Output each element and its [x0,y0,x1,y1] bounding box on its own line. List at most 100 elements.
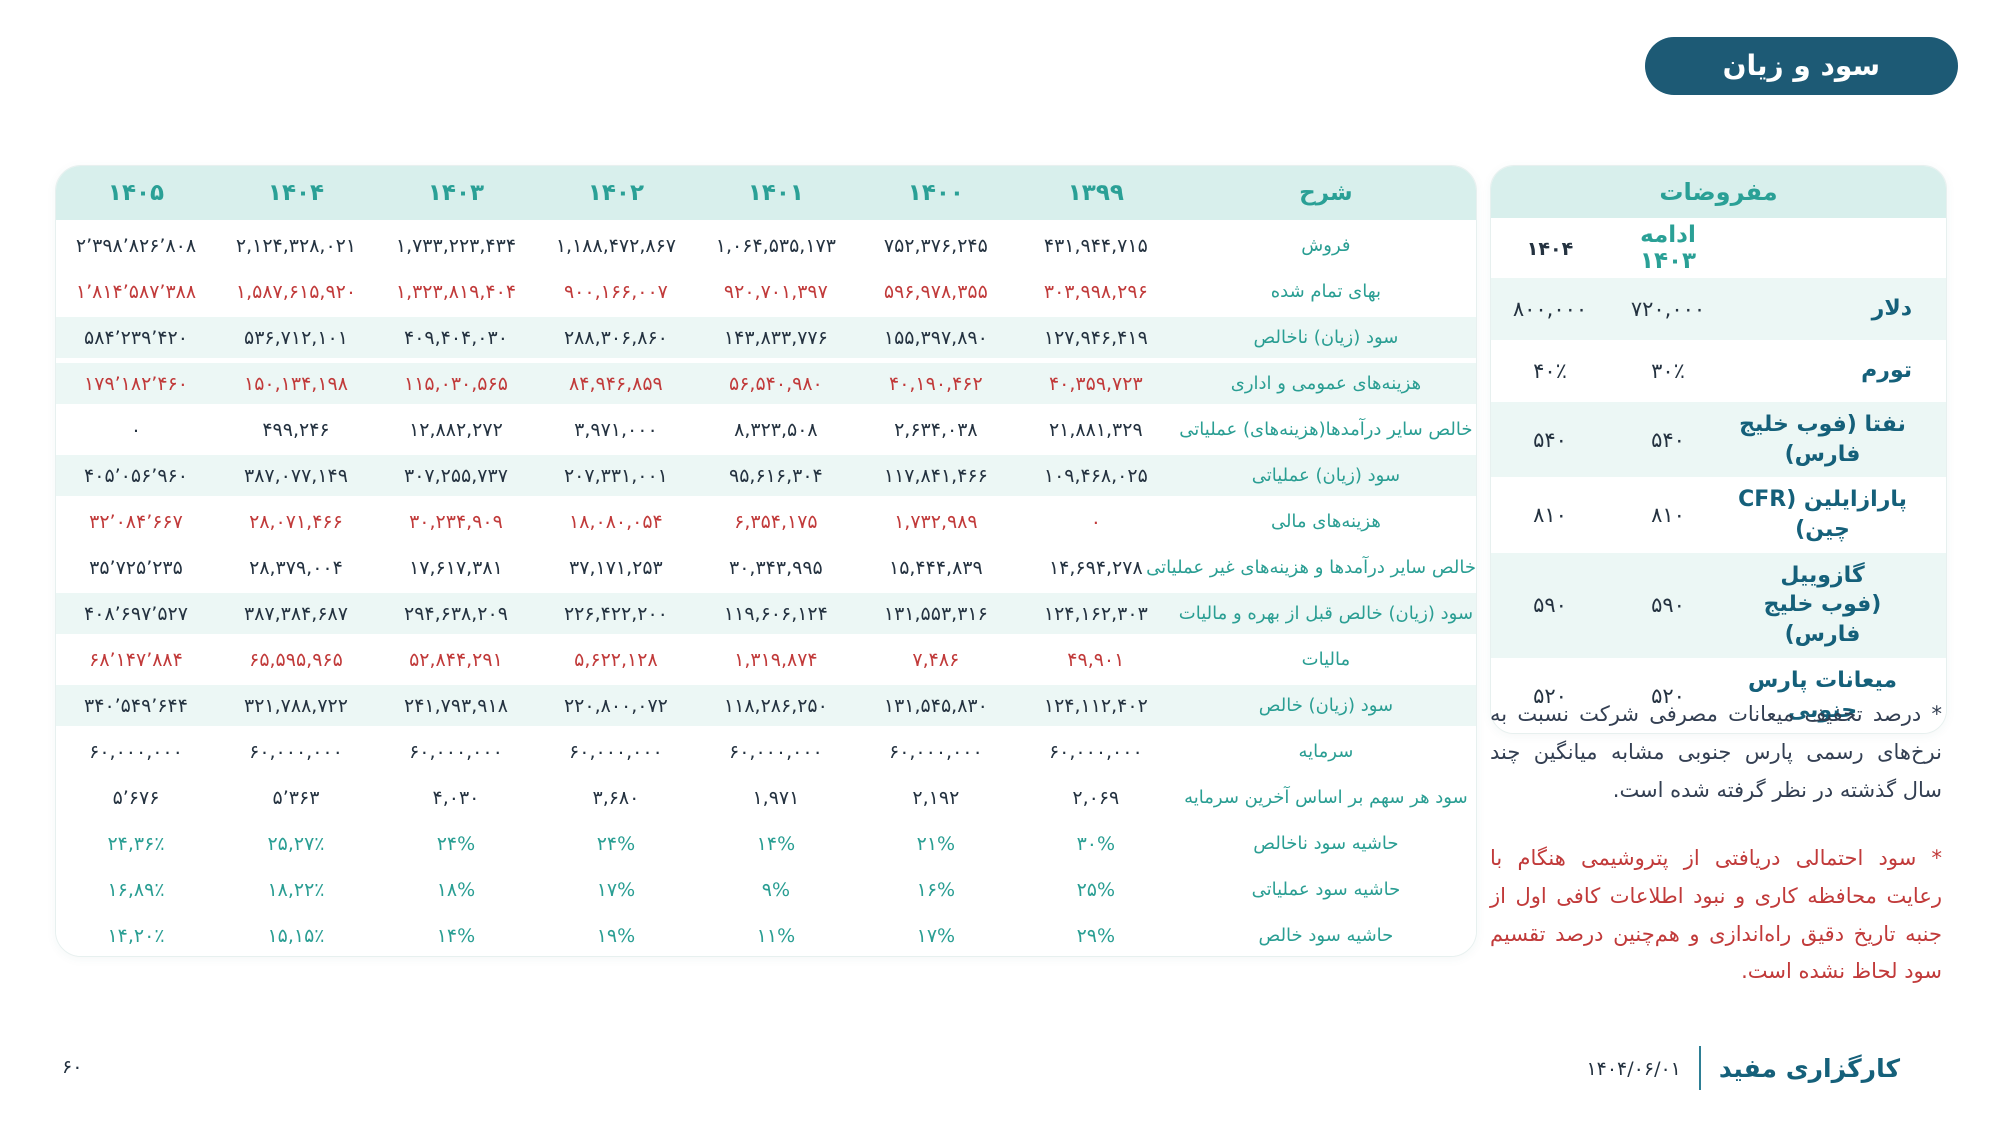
value-cell: ۲۴۱,۷۹۳,۹۱۸ [375,680,536,729]
value-cell: ۱۲,۸۸۲,۲۷۲ [375,404,536,453]
row-label-cell: حاشیه سود عملیاتی [1175,864,1476,913]
value-cell: ۳۰۳,۹۹۸,۲۹۶ [1015,266,1176,315]
income-table-body: فروش ۴۳۱,۹۴۴,۷۱۵ ۷۵۲,۳۷۶,۲۴۵ ۱,۰۶۴,۵۳۵,۱۷۳ ۱… [56,220,1476,956]
value-cell: ۵,۶۲۲,۱۲۸ [535,634,696,683]
value-cell: ۷,۴۸۶ [855,634,1016,683]
assumption-label: تورم [1861,358,1912,384]
value-cell: ۱۱۸,۲۸۶,۲۵۰ [695,680,856,729]
footnote-condensate: * درصد تخفیف میعانات مصرفی شرکت نسبت به … [1490,702,1942,802]
value-cell: ۴۰,۳۵۹,۷۲۳ [1015,358,1176,407]
value-cell: ۱۴% [375,910,536,956]
value-cell: ۲۲۰,۸۰۰,۰۷۲ [535,680,696,729]
value-cell: ۴۰۸’۶۹۷’۵۲۷ [56,588,216,637]
value-cell: ۱۲۷,۹۴۶,۴۱۹ [1015,312,1176,361]
value-cell: ۶۰,۰۰۰,۰۰۰ [216,726,376,775]
assumption-value-1403-cont: ۵۴۰ [1651,427,1685,452]
value-cell: ۱۳۱,۵۴۵,۸۳۰ [855,680,1016,729]
value-cell: ۱۲۴,۱۱۲,۴۰۲ [1015,680,1176,729]
value-cell: ۱۱۹,۶۰۶,۱۲۴ [695,588,856,637]
value-cell: ۲۵,۲۷٪ [216,818,376,867]
value-cell: ۱,۵۸۷,۶۱۵,۹۲۰ [216,266,376,315]
footer-date-value: ۱۴۰۴/۰۶/۰۱ [1586,1057,1681,1080]
assumptions-year-header-row: ادامه ۱۴۰۳ ۱۴۰۴ [1491,218,1946,278]
value-cell: ۳۰,۲۳۴,۹۰۹ [375,496,536,545]
row-label-cell: خالص سایر درآمدها و هزینه‌های غیر عملیات… [1146,542,1476,591]
value-cell: ۱۴,۲۰٪ [56,910,216,956]
value-cell: ۹۰۰,۱۶۶,۰۰۷ [535,266,696,315]
value-cell: ۲۰۷,۳۳۱,۰۰۱ [535,450,696,499]
value-cell: ۴۰۵’۰۵۶’۹۶۰ [56,450,216,499]
value-cell: ۶,۳۵۴,۱۷۵ [695,496,856,545]
value-cell: ۲۹% [1015,910,1176,956]
assumption-label: گازوییل (فوب خلیج فارس) [1763,562,1882,648]
footer-brand-block: کارگزاری مفید ۱۴۰۴/۰۶/۰۱ [1586,1046,1900,1090]
value-cell: ۳۵’۷۲۵’۲۳۵ [56,542,216,591]
value-cell: ۶۰,۰۰۰,۰۰۰ [375,726,536,775]
assumption-value-1403-cont: ۸۱۰ [1651,503,1685,528]
assumption-value-1404: ۵۴۰ [1533,427,1567,452]
income-table-header-row: شرح ۱۳۹۹ ۱۴۰۰ ۱۴۰۱ ۱۴۰۲ ۱۴۰۳ ۱۴۰۴ ۱۴۰۵ [56,166,1476,223]
value-cell: ۶۸’۱۴۷’۸۸۴ [56,634,216,683]
value-cell: ۵۶,۵۴۰,۹۸۰ [695,358,856,407]
value-cell: ۱۷% [535,864,696,913]
assumption-label: میعانات پارس جنوبی [1747,667,1898,723]
row-label-cell: سود (زیان) خالص قبل از بهره و مالیات [1175,588,1476,637]
value-cell: ۱۱۷,۸۴۱,۴۶۶ [855,450,1016,499]
value-cell: ۹۲۰,۷۰۱,۳۹۷ [695,266,856,315]
value-cell: ۱۳۱,۵۵۳,۳۱۶ [855,588,1016,637]
value-cell: ۳۰,۳۴۳,۹۹۵ [695,542,856,591]
value-cell: ۲۱% [855,818,1016,867]
assumption-row: نفتا (فوب خلیج فارس) ۵۴۰ ۵۴۰ [1491,402,1946,478]
income-table-row: حاشیه سود ناخالص ۳۰% ۲۱% ۱۴% ۲۴% ۲۴% ۲۵,۲۷٪ ۲۴,… [56,818,1476,867]
value-cell: ۶۰,۰۰۰,۰۰۰ [855,726,1016,775]
value-cell: ۴,۰۳۰ [375,772,536,821]
value-cell: ۱۲۴,۱۶۲,۳۰۳ [1015,588,1176,637]
value-cell: ۳۰% [1015,818,1176,867]
assumption-row: میعانات پارس جنوبی ۵۲۰ ۵۲۰ [1491,657,1946,734]
row-label-cell: سود (زیان) ناخالص [1175,312,1476,361]
value-cell: ۸۴,۹۴۶,۸۵۹ [535,358,696,407]
desc-column-header: شرح [1175,166,1476,223]
year-column-header: ۱۳۹۹ [1015,166,1176,223]
value-cell: ۷۵۲,۳۷۶,۲۴۵ [855,220,1016,269]
income-statement-card: شرح ۱۳۹۹ ۱۴۰۰ ۱۴۰۱ ۱۴۰۲ ۱۴۰۳ ۱۴۰۴ ۱۴۰۵ فروش ۴۳۱… [55,165,1477,957]
value-cell: ۵۳۶,۷۱۲,۱۰۱ [216,312,376,361]
value-cell: ۱’۸۱۴’۵۸۷’۳۸۸ [56,266,216,315]
footnote-hengam: * سود احتمالی دریافتی از پتروشیمی هنگام … [1490,846,1942,984]
value-cell: ۱,۰۶۴,۵۳۵,۱۷۳ [695,220,856,269]
value-cell: ۵’۳۶۳ [216,772,376,821]
assumption-label: پارازایلین (CFR چین) [1738,487,1907,543]
assumption-label: دلار [1871,296,1912,322]
value-cell: ۱۵۵,۳۹۷,۸۹۰ [855,312,1016,361]
assumption-label: نفتا (فوب خلیج فارس) [1739,412,1906,467]
value-cell: ۱۱۵,۰۳۰,۵۶۵ [375,358,536,407]
value-cell: ۳۲’۰۸۴’۶۶۷ [56,496,216,545]
value-cell: ۱۴,۶۹۴,۲۷۸ [1015,542,1176,591]
year-column-header: ۱۴۰۳ [375,166,536,223]
income-table-row: خالص سایر درآمدها و هزینه‌های غیر عملیات… [56,542,1476,591]
assumption-row: پارازایلین (CFR چین) ۸۱۰ ۸۱۰ [1491,477,1946,553]
value-cell: ۱۵,۴۴۴,۸۳۹ [855,542,1016,591]
value-cell: ۰ [1015,496,1176,545]
income-table: شرح ۱۳۹۹ ۱۴۰۰ ۱۴۰۱ ۱۴۰۲ ۱۴۰۳ ۱۴۰۴ ۱۴۰۵ فروش ۴۳۱… [56,166,1476,956]
income-table-row: بهای تمام شده ۳۰۳,۹۹۸,۲۹۶ ۵۹۶,۹۷۸,۳۵۵ ۹۲۰,۷… [56,266,1476,315]
value-cell: ۲۸,۰۷۱,۴۶۶ [216,496,376,545]
value-cell: ۱۷,۶۱۷,۳۸۱ [375,542,536,591]
value-cell: ۲۲۶,۴۲۲,۲۰۰ [535,588,696,637]
page-number: ۶۰ [62,1050,82,1079]
value-cell: ۱۸,۲۲٪ [216,864,376,913]
year-column-header: ۱۴۰۰ [855,166,1016,223]
value-cell: ۲۴% [375,818,536,867]
income-table-row: سرمایه ۶۰,۰۰۰,۰۰۰ ۶۰,۰۰۰,۰۰۰ ۶۰,۰۰۰,۰۰۰ ۶۰,۰… [56,726,1476,775]
value-cell: ۳۷,۱۷۱,۲۵۳ [535,542,696,591]
value-cell: ۳۲۱,۷۸۸,۷۲۲ [216,680,376,729]
value-cell: ۵۸۴’۲۳۹’۴۲۰ [56,312,216,361]
income-table-row: حاشیه سود خالص ۲۹% ۱۷% ۱۱% ۱۹% ۱۴% ۱۵,۱۵٪ ۱۴,۲۰… [56,910,1476,956]
value-cell: ۱۱% [695,910,856,956]
value-cell: ۵۹۶,۹۷۸,۳۵۵ [855,266,1016,315]
value-cell: ۳,۹۷۱,۰۰۰ [535,404,696,453]
value-cell: ۴۹,۹۰۱ [1015,634,1176,683]
value-cell: ۲۸۸,۳۰۶,۸۶۰ [535,312,696,361]
year-column-header: ۱۴۰۵ [56,166,216,223]
value-cell: ۳۸۷,۳۸۴,۶۸۷ [216,588,376,637]
